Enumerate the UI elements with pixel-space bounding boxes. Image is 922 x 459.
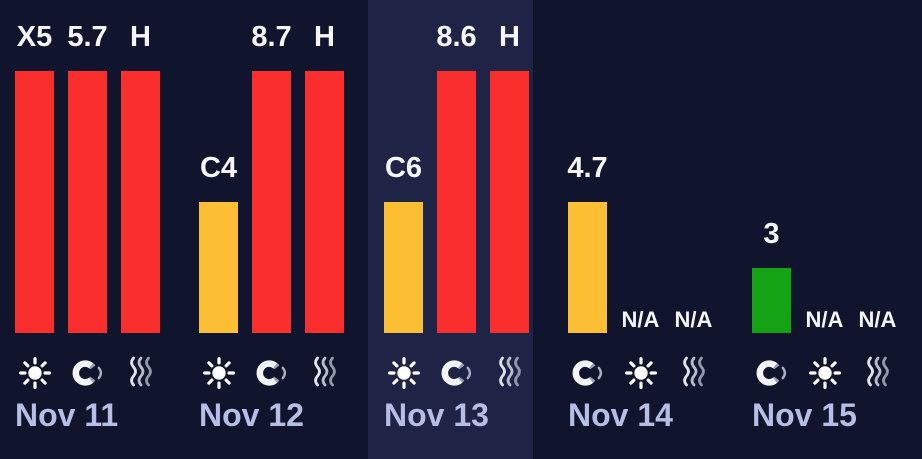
metric-icons-row	[15, 354, 160, 392]
magnet-icon	[568, 354, 607, 392]
bar-group: X5 5.7 H	[15, 0, 160, 333]
bar-value-label: 4.7	[567, 152, 608, 184]
bar-slot: X5	[15, 21, 54, 333]
waves-icon	[674, 354, 713, 392]
bar	[568, 202, 607, 333]
metric-icons-row	[384, 354, 529, 392]
bar-slot: 8.6	[436, 21, 477, 333]
bar	[15, 71, 54, 333]
bar-slot: 3	[752, 218, 791, 333]
sun-icon	[805, 354, 844, 392]
date-label: Nov 11	[15, 397, 119, 433]
bar	[437, 71, 476, 333]
waves-icon	[305, 354, 344, 392]
bar-value-label: 8.7	[251, 21, 292, 53]
bar-value-label: C4	[199, 152, 238, 184]
bar-group: 4.7 N/A N/A	[567, 0, 713, 333]
bar-value-label: H	[499, 21, 520, 53]
day-column-nov-14[interactable]: 4.7 N/A N/A Nov 14	[553, 0, 737, 459]
magnet-icon	[252, 354, 291, 392]
bar-slot: 5.7	[67, 21, 108, 333]
bar-group: 3 N/A N/A	[752, 0, 897, 333]
bar	[121, 71, 160, 333]
magnet-icon	[68, 354, 107, 392]
bar-slot: N/A	[674, 307, 713, 333]
bar	[384, 202, 423, 333]
bar-slot: H	[121, 21, 160, 333]
bar-slot: C4	[199, 152, 238, 333]
bar-group: C4 8.7 H	[199, 0, 344, 333]
metric-icons-row	[199, 354, 344, 392]
bar-value-label: H	[314, 21, 335, 53]
waves-icon	[490, 354, 529, 392]
magnet-icon	[752, 354, 791, 392]
bar	[68, 71, 107, 333]
bar-value-label: 8.6	[436, 21, 477, 53]
bar	[199, 202, 238, 333]
date-label: Nov 13	[384, 397, 489, 433]
sun-icon	[199, 354, 238, 392]
bar-slot: N/A	[621, 307, 660, 333]
bar-slot: C6	[384, 152, 423, 333]
bar-slot: N/A	[858, 307, 897, 333]
date-label: Nov 12	[199, 397, 304, 433]
bar-value-label: N/A	[621, 307, 660, 332]
bar-slot: N/A	[805, 307, 844, 333]
waves-icon	[858, 354, 897, 392]
day-column-nov-12[interactable]: C4 8.7 H Nov 12	[184, 0, 368, 459]
waves-icon	[121, 354, 160, 392]
bar	[252, 71, 291, 333]
date-label: Nov 15	[752, 397, 857, 433]
bar-value-label: N/A	[674, 307, 713, 332]
bar-value-label: N/A	[858, 307, 897, 332]
magnet-icon	[437, 354, 476, 392]
date-label: Nov 14	[568, 397, 673, 433]
day-column-nov-15[interactable]: 3 N/A N/A Nov 15	[737, 0, 921, 459]
bar	[752, 268, 791, 333]
sun-icon	[15, 354, 54, 392]
sun-icon	[384, 354, 423, 392]
bar-value-label: H	[130, 21, 151, 53]
bar-value-label: X5	[16, 21, 53, 53]
bar	[490, 71, 529, 333]
day-column-nov-11[interactable]: X5 5.7 H Nov 11	[0, 0, 184, 459]
sun-icon	[621, 354, 660, 392]
bar-value-label: C6	[384, 152, 423, 184]
day-column-nov-13[interactable]: C6 8.6 H Nov 13	[369, 0, 553, 459]
bar-slot: 4.7	[567, 152, 608, 333]
metric-icons-row	[568, 354, 713, 392]
metric-icons-row	[752, 354, 897, 392]
bar-slot: 8.7	[251, 21, 292, 333]
bar-slot: H	[305, 21, 344, 333]
bar	[305, 71, 344, 333]
bar-group: C6 8.6 H	[384, 0, 529, 333]
bar-value-label: N/A	[805, 307, 844, 332]
bar-slot: H	[490, 21, 529, 333]
bar-value-label: 5.7	[67, 21, 108, 53]
bar-value-label: 3	[763, 218, 780, 250]
